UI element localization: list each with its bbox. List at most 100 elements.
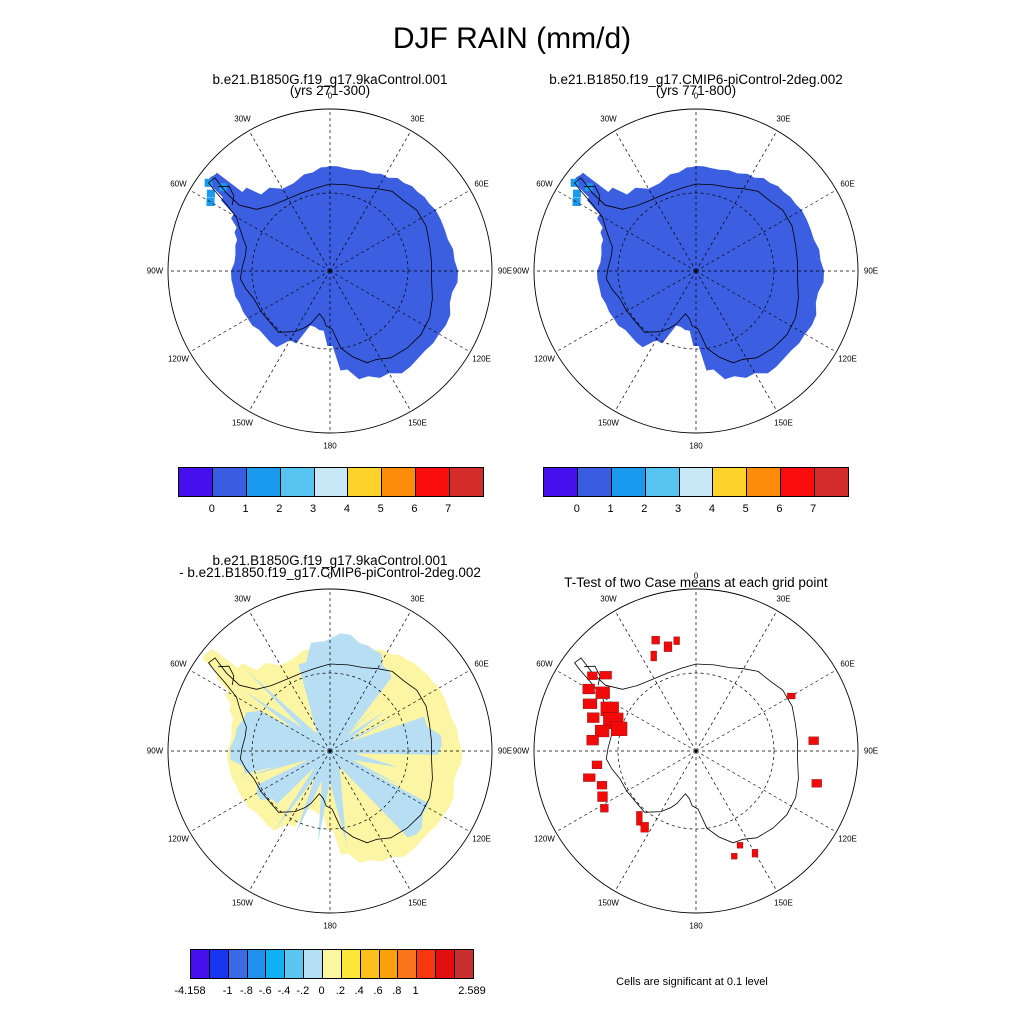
significant-cell: [751, 849, 759, 858]
south-pole-dot: [328, 269, 332, 273]
panel3-title: b.e21.B1850G.f19_g17.9kaControl.001: [212, 553, 448, 568]
colorbar-tick-label: .4: [354, 985, 364, 997]
longitude-label: 150W: [598, 898, 619, 908]
colorbar-swatch: [416, 468, 451, 496]
colorbar-swatch: [436, 950, 456, 978]
significant-cell: [599, 671, 612, 680]
longitude-label: 90E: [497, 746, 513, 756]
map-boundary-circle: [533, 588, 859, 914]
colorbar-swatch: [611, 468, 646, 496]
colorbar-swatch: [379, 950, 399, 978]
colorbar-swatch: [455, 950, 473, 978]
longitude-label: 150E: [408, 418, 427, 428]
longitude-label: 90W: [146, 266, 164, 276]
meridian-line: [695, 750, 837, 833]
significant-cell: [587, 712, 600, 723]
longitude-label: 30W: [600, 594, 617, 604]
significant-cell: [582, 698, 598, 709]
panel2-title: b.e21.B1850.f19_g17.CMIP6-piControl-2deg…: [549, 72, 843, 87]
significant-cell: [636, 811, 643, 826]
longitude-label: 90E: [497, 266, 513, 276]
meridian-line: [555, 750, 697, 833]
peninsula-coastline: [218, 185, 235, 206]
colorbar-swatch: [382, 468, 417, 496]
peninsula-coastline: [584, 185, 601, 206]
antarctica-coastline: [574, 177, 799, 364]
colorbar-tick-label: 0: [208, 503, 215, 515]
longitude-label: 90W: [512, 266, 530, 276]
significant-cell: [583, 773, 596, 782]
colorbar-swatch: [246, 468, 281, 496]
colorbar-tick-label: -4.158: [174, 985, 206, 997]
significant-cell: [811, 779, 822, 788]
colorbar-tick-label: 1: [242, 503, 249, 515]
figure-title: DJF RAIN (mm/d): [392, 22, 632, 55]
colorbar-tick-label: 4: [708, 503, 715, 515]
map-boundary-circle: [167, 108, 493, 434]
longitude-label: 60E: [840, 179, 855, 188]
colorbar-tick-label: 2.589: [458, 985, 486, 997]
significant-cell: [586, 735, 599, 746]
colorbar-swatch: [360, 950, 380, 978]
colorbar-swatch: [398, 950, 418, 978]
colorbar-swatch: [450, 468, 484, 496]
colorbar-tick-label: -.8: [239, 985, 253, 997]
polar-map-difference: [167, 588, 493, 914]
map-panel-ttest: 0 30E 60E 90E 120E 150E 180 150W 120W 90W 60W 30W: [513, 572, 878, 931]
colorbar-swatch: [815, 468, 849, 496]
longitude-label: 60W: [536, 659, 553, 668]
south-pole-dot: [694, 269, 698, 273]
longitude-label: 60W: [170, 659, 187, 668]
longitude-label: 120W: [533, 834, 555, 843]
rain-cell-high: [218, 183, 227, 192]
longitude-label: 30E: [776, 594, 791, 604]
colorbar-tick-label: .2: [335, 985, 345, 997]
map-panel-difference: 0 30E 60E 90E 120E 150E 180 150W 120W 90W 60W 30W: [147, 572, 512, 931]
longitude-label: 150W: [598, 418, 619, 428]
colorbar-tick-label: -.2: [296, 985, 310, 997]
colorbar-tick-label: 6: [411, 503, 418, 515]
significant-cell: [663, 641, 673, 652]
colorbar-tick-label: 4: [343, 503, 350, 515]
rain-cell-high: [584, 183, 593, 192]
longitude-label: 150E: [774, 898, 793, 908]
colorbar-difference: [190, 949, 474, 979]
peninsula-coastline: [584, 665, 601, 686]
colorbar-tick-label: 6: [776, 503, 783, 515]
rain-cell-high: [572, 189, 581, 198]
colorbar-swatch: [304, 950, 324, 978]
antarctica-coastline: [208, 177, 433, 364]
map-boundary-circle: [533, 108, 859, 434]
longitude-label: 30W: [234, 114, 251, 124]
meridian-line: [614, 750, 697, 892]
longitude-label: 30W: [234, 594, 251, 604]
colorbar-swatch: [191, 950, 210, 978]
colorbar-tick-label: 7: [445, 503, 452, 515]
graticule: [533, 588, 859, 914]
colorbar-tick-label: 5: [377, 503, 384, 515]
south-pole-dot: [694, 749, 698, 753]
significant-cell: [596, 781, 608, 790]
panel1-subtitle: (yrs 271-300): [289, 83, 371, 98]
longitude-label: 0: [693, 91, 699, 101]
significance-footnote: Cells are significant at 0.1 level: [616, 976, 768, 988]
longitude-label: 60E: [840, 659, 855, 668]
colorbar-swatch: [348, 468, 383, 496]
colorbar-swatch: [314, 468, 349, 496]
colorbar-tick-label: 0: [318, 985, 325, 997]
colorbar-swatch: [679, 468, 714, 496]
colorbar-tick-label: 2: [641, 503, 648, 515]
colorbar-tick-label: -.6: [258, 985, 272, 997]
colorbar-swatch: [228, 950, 248, 978]
colorbar-tick-label: 1: [607, 503, 614, 515]
colorbar-swatch: [285, 950, 305, 978]
colorbar-swatch: [247, 950, 267, 978]
significant-cell: [808, 736, 819, 745]
longitude-label: 180: [689, 441, 703, 451]
longitude-label: 120E: [472, 834, 491, 843]
colorbar-swatch: [713, 468, 748, 496]
map-boundary-circle: [167, 588, 493, 914]
colorbar-swatch: [645, 468, 680, 496]
colorbar-swatch: [544, 468, 578, 496]
longitude-label: 0: [693, 571, 699, 581]
